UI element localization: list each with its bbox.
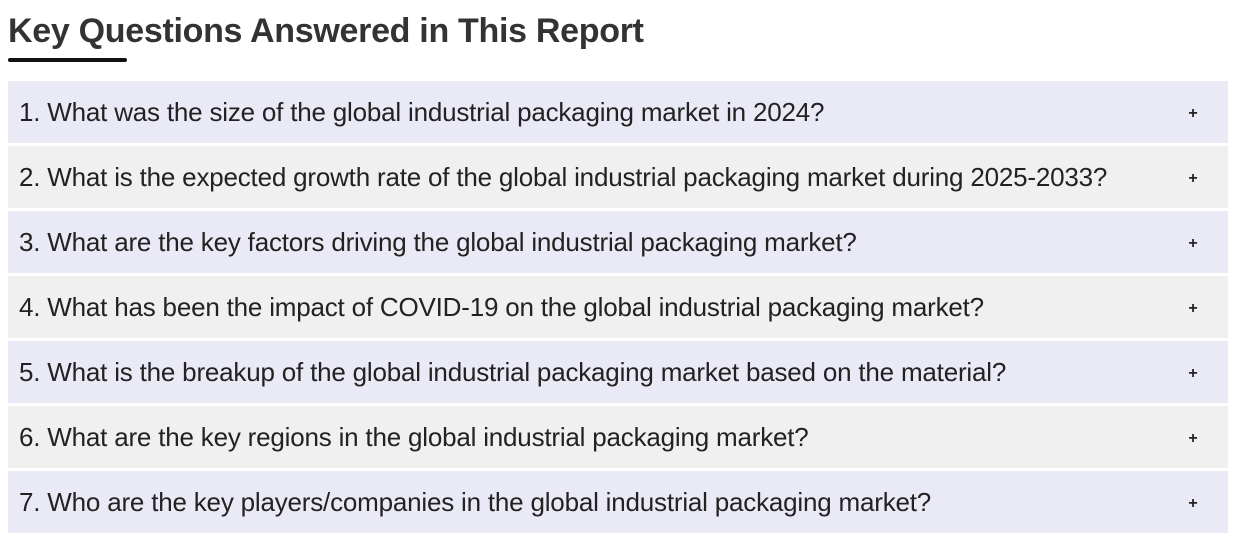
- faq-question: 1. What was the size of the global indus…: [19, 96, 825, 127]
- faq-question: 6. What are the key regions in the globa…: [19, 421, 809, 452]
- faq-item-1[interactable]: 1. What was the size of the global indus…: [8, 81, 1228, 143]
- plus-icon[interactable]: +: [1188, 300, 1198, 317]
- plus-icon[interactable]: +: [1188, 430, 1198, 447]
- plus-icon[interactable]: +: [1188, 170, 1198, 187]
- plus-icon[interactable]: +: [1188, 365, 1198, 382]
- faq-item-2[interactable]: 2. What is the expected growth rate of t…: [8, 146, 1228, 208]
- faq-item-3[interactable]: 3. What are the key factors driving the …: [8, 211, 1228, 273]
- plus-icon[interactable]: +: [1188, 495, 1198, 512]
- faq-item-7[interactable]: 7. Who are the key players/companies in …: [8, 471, 1228, 533]
- faq-question: 3. What are the key factors driving the …: [19, 226, 857, 257]
- plus-icon[interactable]: +: [1188, 235, 1198, 252]
- plus-icon[interactable]: +: [1188, 105, 1198, 122]
- faq-question: 7. Who are the key players/companies in …: [19, 486, 932, 517]
- faq-list: 1. What was the size of the global indus…: [8, 81, 1228, 536]
- faq-item-5[interactable]: 5. What is the breakup of the global ind…: [8, 341, 1228, 403]
- faq-question: 2. What is the expected growth rate of t…: [19, 161, 1108, 192]
- faq-item-4[interactable]: 4. What has been the impact of COVID-19 …: [8, 276, 1228, 338]
- title-underline: [8, 58, 127, 62]
- faq-question: 4. What has been the impact of COVID-19 …: [19, 291, 984, 322]
- faq-item-6[interactable]: 6. What are the key regions in the globa…: [8, 406, 1228, 468]
- faq-question: 5. What is the breakup of the global ind…: [19, 356, 1007, 387]
- section-title: Key Questions Answered in This Report: [8, 12, 644, 50]
